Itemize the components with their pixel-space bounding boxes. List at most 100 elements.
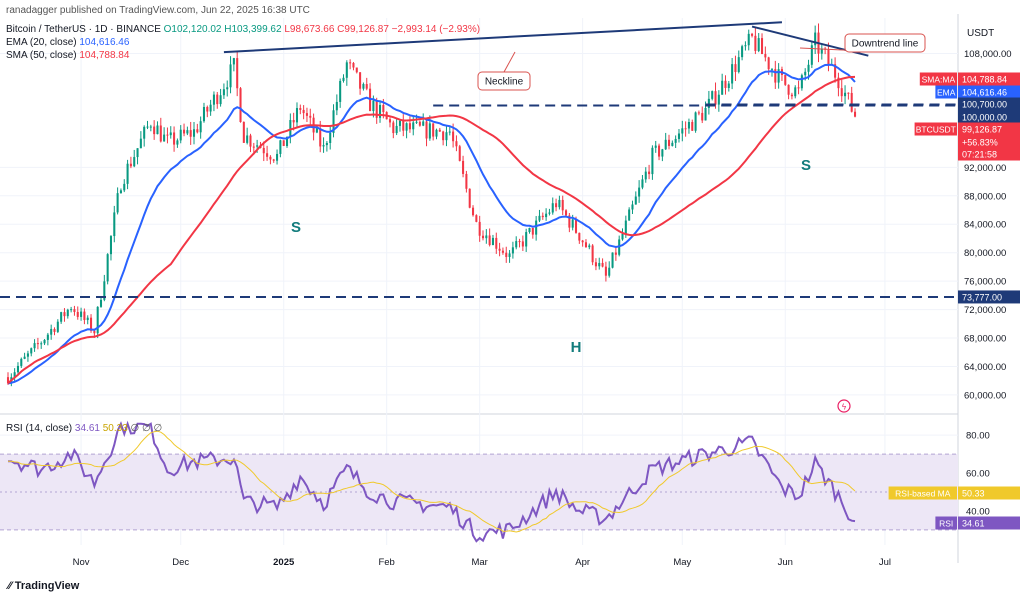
candle-body bbox=[631, 204, 634, 210]
rsi-label: RSI (14, close) bbox=[6, 423, 73, 434]
rsi-ma-value: 50.33 bbox=[102, 423, 128, 434]
candle-body bbox=[475, 215, 478, 222]
symbol-title[interactable]: Bitcoin / TetherUS · 1D · BINANCE bbox=[6, 24, 161, 35]
candle-body bbox=[252, 146, 255, 148]
candle-body bbox=[186, 130, 189, 134]
flash-icon bbox=[837, 399, 851, 413]
x-tick-label: Nov bbox=[73, 557, 90, 568]
candle-body bbox=[60, 312, 63, 322]
candle-body bbox=[754, 35, 757, 51]
ohlc-high: H103,399.62 bbox=[224, 24, 282, 35]
y-tick-label: 108,000.00 bbox=[964, 49, 1012, 60]
rsi-current-label-tag: RSI bbox=[939, 518, 953, 528]
candle-body bbox=[787, 84, 790, 95]
sma-label: SMA (50, close) bbox=[6, 50, 77, 61]
currency-label[interactable]: USDT bbox=[967, 28, 995, 39]
candle-body bbox=[598, 262, 601, 267]
candle-body bbox=[335, 101, 338, 111]
y-tick-label: 72,000.00 bbox=[964, 305, 1006, 316]
rsi-ma-label-bg bbox=[958, 486, 1020, 500]
candle-body bbox=[226, 87, 229, 90]
candle-body bbox=[46, 334, 49, 340]
candle-body bbox=[183, 129, 186, 134]
candle-body bbox=[6, 377, 10, 384]
candle-body bbox=[664, 139, 667, 150]
candle-body bbox=[555, 203, 558, 208]
candle-body bbox=[545, 213, 548, 218]
tradingview-logo[interactable]: ⁄⁄ TradingView bbox=[8, 580, 79, 592]
candle-body bbox=[246, 135, 249, 143]
candle-body bbox=[345, 62, 348, 78]
candle-body bbox=[173, 132, 176, 145]
ema-legend[interactable]: EMA (20, close) 104,616.46 bbox=[6, 36, 129, 49]
candle-body bbox=[491, 237, 494, 246]
price-label-1-value: 104,616.46 bbox=[962, 87, 1007, 97]
candle-body bbox=[468, 188, 471, 208]
tradingview-logo-text: TradingView bbox=[14, 580, 80, 592]
downtrend-callout-box bbox=[844, 33, 926, 53]
rsi-legend[interactable]: RSI (14, close) 34.61 50.33 ∅ ∅ ∅ bbox=[6, 422, 162, 435]
candle-body bbox=[578, 232, 581, 241]
candle-body bbox=[30, 348, 33, 354]
candle-body bbox=[432, 123, 435, 137]
candle-body bbox=[136, 148, 139, 158]
right-shoulder-label: S bbox=[801, 157, 811, 174]
candle-body bbox=[16, 365, 19, 373]
candle-body bbox=[116, 193, 119, 213]
y-tick-label: 88,000.00 bbox=[964, 191, 1006, 202]
candle-body bbox=[139, 138, 142, 149]
ohlc-close: C99,126.87 bbox=[337, 24, 389, 35]
candle-body bbox=[279, 140, 282, 154]
candle-body bbox=[309, 115, 312, 118]
candle-body bbox=[744, 45, 747, 47]
candle-body bbox=[518, 241, 521, 243]
candle-body bbox=[462, 160, 465, 174]
candle-body bbox=[472, 207, 475, 216]
candle-body bbox=[395, 125, 398, 134]
candle-body bbox=[295, 108, 299, 123]
candle-body bbox=[365, 84, 368, 89]
candle-body bbox=[109, 236, 113, 255]
candle-body bbox=[189, 130, 192, 137]
candle-body bbox=[674, 138, 677, 143]
price-label-4-bg bbox=[958, 122, 1020, 136]
rsi-current-label-tag-bg bbox=[935, 516, 957, 530]
candle-body bbox=[671, 142, 674, 146]
candle-body bbox=[697, 112, 700, 114]
candle-body bbox=[322, 145, 325, 147]
price-label-2-bg bbox=[958, 97, 1020, 111]
candle-body bbox=[398, 120, 401, 126]
candle-body bbox=[349, 62, 352, 64]
candle-body bbox=[790, 94, 793, 97]
candle-body bbox=[741, 46, 744, 58]
candle-body bbox=[644, 171, 647, 180]
candle-body bbox=[445, 132, 448, 141]
x-tick-label: May bbox=[673, 557, 691, 568]
candle-body bbox=[717, 94, 720, 105]
candle-body bbox=[199, 121, 202, 133]
y-tick-label: 60,000.00 bbox=[964, 390, 1006, 401]
candle-body bbox=[438, 129, 441, 132]
candle-body bbox=[481, 235, 485, 239]
candle-body bbox=[418, 121, 421, 126]
price-label-0-value: 104,788.84 bbox=[962, 74, 1007, 84]
ohlc-open: O102,120.02 bbox=[163, 24, 222, 35]
sma-legend[interactable]: SMA (50, close) 104,788.84 bbox=[6, 49, 129, 62]
ema-line bbox=[7, 63, 856, 385]
candle-body bbox=[372, 100, 375, 112]
publisher-text: ranadagger published on TradingView.com,… bbox=[6, 5, 310, 16]
candle-body bbox=[382, 104, 385, 113]
x-tick-label: Jul bbox=[879, 557, 891, 568]
candle-body bbox=[751, 33, 754, 36]
candle-body bbox=[159, 125, 162, 142]
candle-body bbox=[661, 149, 664, 157]
price-label-2-value: 100,700.00 bbox=[962, 99, 1007, 109]
candle-body bbox=[422, 121, 425, 126]
sma-value: 104,788.84 bbox=[79, 50, 130, 61]
candle-body bbox=[511, 247, 514, 254]
sma-line bbox=[7, 75, 856, 385]
candle-body bbox=[614, 252, 617, 255]
candle-body bbox=[269, 156, 272, 160]
candle-body bbox=[757, 38, 760, 51]
candle-body bbox=[505, 252, 508, 257]
